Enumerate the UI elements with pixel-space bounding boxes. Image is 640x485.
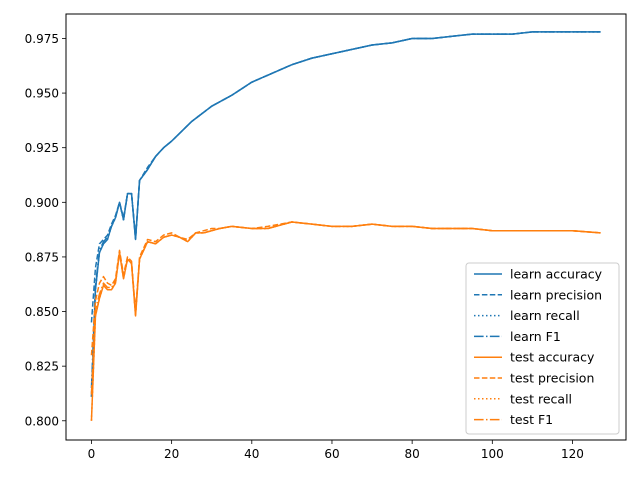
x-tick-label: 40: [244, 447, 259, 461]
x-tick-label: 80: [405, 447, 420, 461]
y-tick-label: 0.925: [25, 141, 59, 155]
legend: learn accuracy learn precision learn recal…: [465, 262, 620, 435]
series-line-test-recall: [90, 221, 601, 421]
series-line-learn-f1: [90, 31, 601, 389]
y-axis: 0.800 0.825 0.850 0.875 0.900 0.925 0.950 0.975: [25, 32, 66, 428]
x-tick-label: 120: [561, 447, 584, 461]
axes-frame: [65, 13, 627, 441]
series-line-test-f1: [90, 221, 601, 395]
x-tick-label: 100: [481, 447, 504, 461]
y-tick-label: 0.800: [25, 414, 59, 428]
x-tick-label: 60: [324, 447, 339, 461]
y-tick-label: 0.875: [25, 250, 59, 264]
legend-label-learn-precision: learn precision: [510, 287, 602, 302]
y-tick-label: 0.900: [25, 196, 59, 210]
legend-label-learn-accuracy: learn accuracy: [510, 267, 603, 282]
legend-label-learn-f1: learn F1: [510, 329, 561, 344]
series-layer: [90, 31, 601, 421]
y-tick-label: 0.850: [25, 305, 59, 319]
legend-label-learn-recall: learn recall: [510, 308, 580, 323]
y-tick-label: 0.825: [25, 360, 59, 374]
legend-label-test-precision: test precision: [510, 371, 594, 386]
legend-label-test-accuracy: test accuracy: [510, 350, 595, 365]
legend-label-test-recall: test recall: [510, 391, 572, 406]
x-axis: 0 20 40 60 80 100 120: [88, 440, 584, 461]
y-tick-label: 0.950: [25, 87, 59, 101]
legend-label-test-f1: test F1: [510, 412, 553, 427]
y-tick-label: 0.975: [25, 32, 59, 46]
series-line-learn-recall: [90, 31, 601, 397]
x-tick-label: 20: [164, 447, 179, 461]
x-tick-label: 0: [88, 447, 96, 461]
legend-box: [465, 262, 620, 435]
